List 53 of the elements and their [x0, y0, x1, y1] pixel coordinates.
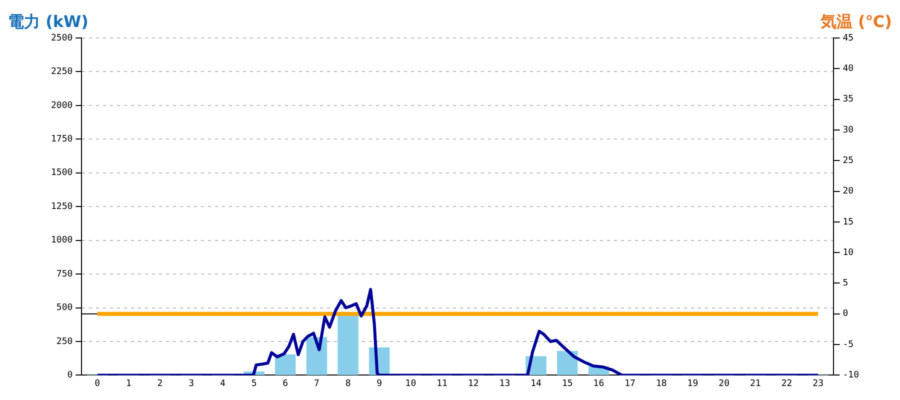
x-tick-label: 15: [562, 378, 573, 389]
x-tick-label: 0: [94, 378, 100, 389]
x-tick-label: 3: [188, 378, 194, 389]
x-tick-label: 4: [220, 378, 226, 389]
x-tick-label: 10: [405, 378, 416, 389]
y2-tick-label: 5: [842, 278, 848, 289]
x-tick-label: 17: [624, 378, 636, 389]
y2-tick-label: 40: [842, 64, 854, 74]
x-tick-label: 9: [376, 378, 382, 389]
x-tick-label: 21: [750, 378, 761, 389]
y-tick-label: 1500: [50, 168, 73, 178]
x-tick-label: 7: [314, 378, 320, 389]
y-axis-title: 電力 (kW): [8, 12, 88, 33]
x-tick-label: 13: [499, 378, 510, 389]
y2-tick-label: 10: [842, 248, 854, 258]
y2-tick-label: 30: [842, 125, 854, 136]
y-tick-label: 250: [56, 336, 73, 347]
x-tick-label: 20: [718, 378, 730, 389]
y-tick-label: 750: [56, 269, 73, 280]
x-tick-label: 6: [282, 378, 288, 389]
x-tick-label: 11: [436, 378, 448, 389]
bar: [338, 315, 358, 376]
y2-tick-label: 45: [842, 33, 854, 44]
y-tick-label: 1750: [50, 134, 73, 145]
y2-tick-label: -5: [842, 340, 854, 350]
y2-tick-label: 35: [842, 94, 854, 105]
y2-tick-label: 20: [842, 186, 854, 197]
bar: [557, 350, 578, 376]
bar: [306, 337, 328, 376]
x-tick-label: 19: [687, 378, 698, 389]
bar: [275, 354, 296, 376]
y2-tick-label: 25: [842, 156, 854, 166]
x-tick-label: 5: [251, 378, 257, 389]
y2-axis-title: 気温 (℃): [820, 12, 892, 33]
y-tick-label: 2000: [50, 100, 73, 111]
x-tick-label: 22: [781, 378, 792, 389]
x-tick-label: 2: [157, 378, 163, 389]
x-tick-label: 14: [530, 378, 542, 389]
y-tick-label: 1250: [50, 202, 73, 212]
y2-tick-label: 15: [842, 217, 854, 228]
x-tick-label: 23: [812, 378, 824, 389]
y-tick-label: 2250: [50, 67, 73, 78]
y2-tick-label: 0: [842, 309, 848, 320]
x-tick-label: 16: [593, 378, 604, 389]
x-tick-label: 18: [656, 378, 667, 389]
x-tick-label: 8: [345, 378, 351, 389]
y-tick-label: 500: [56, 303, 73, 314]
y-tick-label: 1000: [50, 236, 73, 246]
x-tick-label: 12: [468, 378, 479, 389]
y2-tick-label: -10: [842, 370, 860, 381]
y-tick-label: 2500: [50, 33, 73, 44]
y-tick-label: 0: [67, 370, 73, 381]
x-tick-label: 1: [126, 378, 132, 389]
